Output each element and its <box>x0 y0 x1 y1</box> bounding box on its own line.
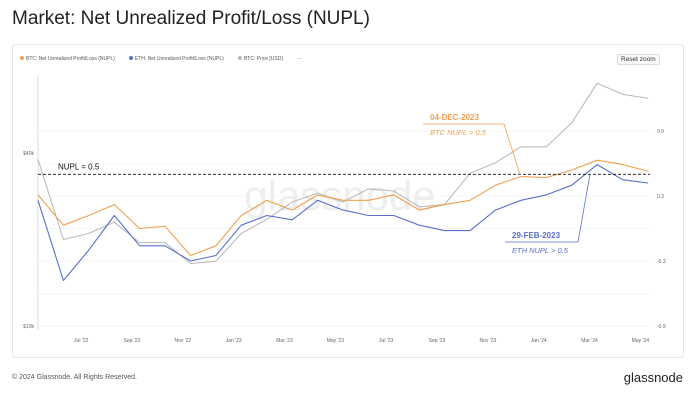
x-tick-label: Sep '22 <box>124 338 141 344</box>
legend-btc-label: BTC: Net Unrealized Profit/Loss (NUPL) <box>26 56 115 62</box>
x-tick-label: Mar '23 <box>276 338 293 344</box>
eth-nupl-line <box>37 164 649 282</box>
left-tick-label: $40k <box>23 151 34 157</box>
x-tick-label: Jul '22 <box>74 338 89 344</box>
legend-more-button[interactable]: ··· <box>296 56 302 62</box>
x-tick-label: Nov '22 <box>174 338 191 344</box>
reset-zoom-button[interactable]: Reset zoom <box>617 54 660 65</box>
btc-annotation-text: BTC NUPL > 0.5 <box>430 128 487 137</box>
brand-logo: glassnode <box>623 370 683 385</box>
x-tick-label: Sep '23 <box>429 338 446 344</box>
x-tick-label: Jul '23 <box>379 338 394 344</box>
btc-annotation-leader <box>423 123 521 175</box>
x-tick-label: May '24 <box>632 338 650 344</box>
btc-price-line <box>37 82 649 265</box>
legend-eth-label: ETH: Net Unrealized Profit/Loss (NUPL) <box>134 56 224 62</box>
btc-nupl-line <box>37 159 649 257</box>
legend-btc[interactable]: BTC: Net Unrealized Profit/Loss (NUPL) <box>20 56 115 62</box>
chart-card <box>12 44 684 358</box>
legend-price[interactable]: BTC: Price [USD] <box>237 56 283 62</box>
eth-annotation-text: ETH NUPL > 0.5 <box>512 246 569 255</box>
right-tick-label: -0.9 <box>657 324 666 330</box>
page-title: Market: Net Unrealized Profit/Loss (NUPL… <box>12 8 370 29</box>
x-tick-label: Nov '23 <box>479 338 496 344</box>
eth-annotation-date: 29-FEB-2023 <box>512 231 561 240</box>
copyright: © 2024 Glassnode. All Rights Reserved. <box>12 374 138 381</box>
x-tick-label: Mar '24 <box>581 338 598 344</box>
legend: BTC: Net Unrealized Profit/Loss (NUPL) E… <box>20 56 302 62</box>
legend-eth[interactable]: ETH: Net Unrealized Profit/Loss (NUPL) <box>128 56 224 62</box>
x-tick-label: Jan '24 <box>531 338 547 344</box>
x-tick-label: May '23 <box>327 338 345 344</box>
right-tick-label: -0.3 <box>657 259 666 265</box>
threshold-label: NUPL = 0.5 <box>58 162 100 171</box>
watermark: glassnode <box>244 172 435 219</box>
right-tick-label: 0.3 <box>657 194 664 200</box>
right-tick-label: 0.9 <box>657 129 664 135</box>
x-tick-label: Jan '23 <box>226 338 242 344</box>
legend-price-label: BTC: Price [USD] <box>243 56 283 62</box>
btc-annotation-date: 04-DEC-2023 <box>430 113 479 122</box>
eth-annotation-leader <box>505 174 591 243</box>
left-tick-label: $10k <box>23 324 34 330</box>
